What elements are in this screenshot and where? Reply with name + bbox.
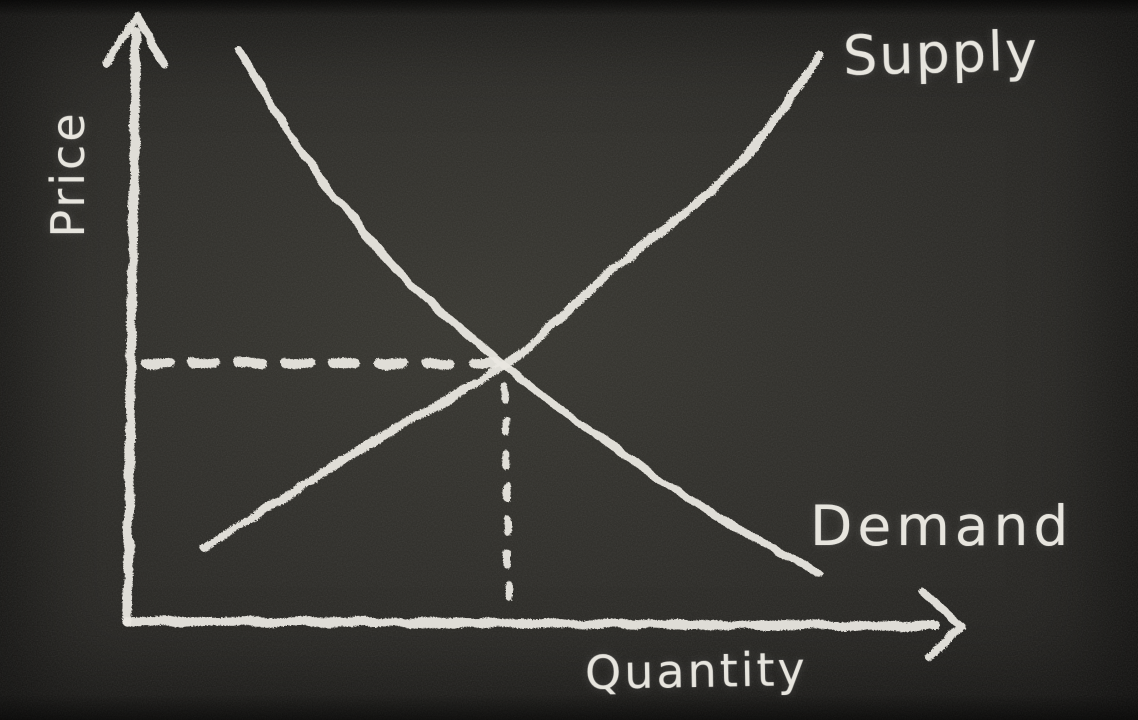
supply-label: Supply — [842, 19, 1040, 88]
supply-curve — [200, 51, 824, 552]
demand-curve — [234, 46, 824, 578]
equilibrium-quantity-dashed-line — [502, 383, 513, 616]
demand-label: Demand — [810, 494, 1074, 558]
y-axis-label: Price — [41, 110, 95, 238]
y-axis — [122, 27, 141, 626]
x-axis-label: Quantity — [584, 642, 809, 700]
x-axis — [121, 616, 941, 631]
